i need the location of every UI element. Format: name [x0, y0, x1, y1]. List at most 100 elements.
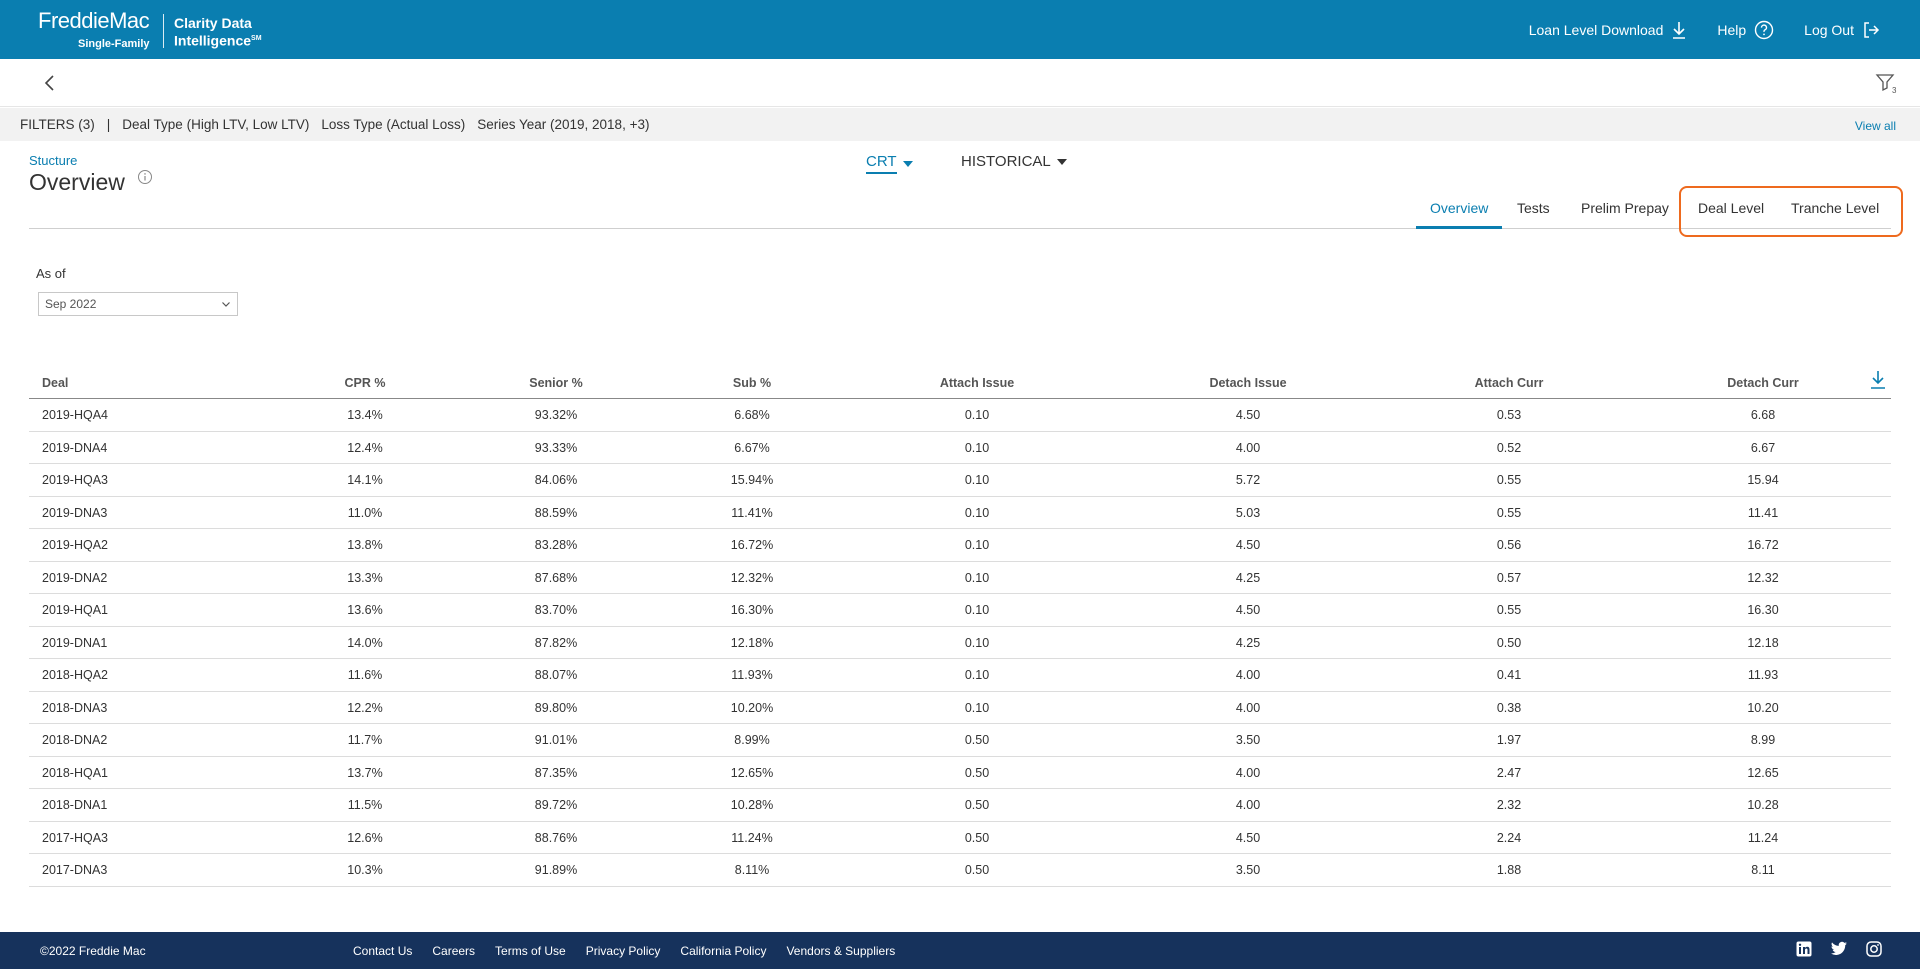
col-senior-cell: 88.07%: [534, 668, 578, 682]
col-attach-issue-header[interactable]: Attach Issue: [939, 376, 1015, 390]
table-download-icon[interactable]: [1869, 370, 1887, 390]
col-deal-cell: 2018-HQA1: [42, 765, 109, 780]
filters-count: FILTERS (3): [20, 117, 95, 132]
table-row[interactable]: 2019-DNA3 11.0% 88.59% 11.41% 0.10 5.03 0.55 11…: [29, 497, 1891, 529]
col-attach-issue-cell: 0.10: [964, 538, 990, 552]
table-row[interactable]: 2019-HQA3 14.1% 84.06% 15.94% 0.10 5.72 0.55 15…: [29, 464, 1891, 497]
freddie-mac-logo[interactable]: FreddieMac Single-Family: [38, 9, 158, 53]
col-sub-cell: 8.11%: [734, 863, 770, 877]
col-attach-issue-cell: 0.10: [964, 408, 990, 422]
col-attach-issue-cell: 0.50: [964, 798, 990, 812]
col-attach-issue-cell: 0.10: [964, 668, 990, 682]
col-senior-cell: 84.06%: [534, 473, 578, 487]
footer-link-vendors-suppliers[interactable]: Vendors & Suppliers: [786, 944, 896, 958]
col-deal-header[interactable]: Deal: [42, 376, 69, 390]
filter-icon[interactable]: 3: [1874, 71, 1898, 95]
col-attach-curr-cell: 0.52: [1496, 440, 1522, 455]
col-detach-curr-cell: 12.18: [1747, 635, 1779, 650]
tab-overview[interactable]: Overview: [1430, 200, 1489, 216]
tab-deal-level[interactable]: Deal Level: [1698, 200, 1765, 216]
col-senior-cell: 87.68%: [534, 570, 578, 585]
top-header: FreddieMac Single-Family Clarity Data In…: [0, 0, 1920, 59]
col-sub-cell: 6.67%: [734, 440, 770, 455]
col-deal-cell: 2019-HQA3: [42, 473, 109, 487]
table-row[interactable]: 2017-DNA3 10.3% 91.89% 8.11% 0.50 3.50 1.88 8.1…: [29, 854, 1891, 887]
col-sub-cell: 15.94%: [730, 473, 774, 487]
col-senior-cell: 88.76%: [534, 830, 578, 845]
col-detach-curr-cell: 11.93: [1747, 668, 1779, 682]
col-senior-cell: 93.32%: [534, 408, 578, 422]
col-detach-issue-cell: 5.72: [1235, 473, 1261, 487]
tabs-divider: [29, 228, 1891, 229]
footer-link-privacy-policy[interactable]: Privacy Policy: [585, 944, 661, 958]
back-icon[interactable]: [38, 71, 62, 95]
table-row[interactable]: 2019-HQA1 13.6% 83.70% 16.30% 0.10 4.50 0.55 16…: [29, 594, 1891, 627]
table-row[interactable]: 2018-DNA3 12.2% 89.80% 10.20% 0.10 4.00 0.38 10…: [29, 692, 1891, 724]
col-senior-cell: 91.89%: [534, 863, 578, 877]
col-senior-cell: 93.33%: [534, 440, 578, 455]
crt-selector[interactable]: CRT: [866, 153, 913, 174]
footer-link-california-policy[interactable]: California Policy: [680, 944, 767, 958]
tab-tranche-level[interactable]: Tranche Level: [1791, 200, 1880, 216]
table-row[interactable]: 2019-HQA4 13.4% 93.32% 6.68% 0.10 4.50 0.53 6.6…: [29, 399, 1891, 432]
filter-loss-type[interactable]: Loss Type (Actual Loss): [321, 117, 466, 132]
footer-link-careers[interactable]: Careers: [432, 944, 476, 958]
col-senior-header[interactable]: Senior %: [529, 376, 583, 390]
col-sub-cell: 6.68%: [734, 408, 770, 422]
help-button[interactable]: Help: [1717, 20, 1774, 40]
table-row[interactable]: 2018-HQA1 13.7% 87.35% 12.65% 0.50 4.00 2.47 12…: [29, 757, 1891, 789]
col-senior-cell: 91.01%: [534, 733, 578, 747]
tab-prelim-prepay[interactable]: Prelim Prepay: [1581, 200, 1669, 216]
col-detach-issue-header[interactable]: Detach Issue: [1209, 376, 1287, 390]
table-row[interactable]: 2019-DNA2 13.3% 87.68% 12.32% 0.10 4.25 0.57 12…: [29, 562, 1891, 594]
logout-button[interactable]: Log Out: [1804, 21, 1880, 39]
col-cpr-header[interactable]: CPR %: [344, 376, 386, 390]
col-attach-curr-cell: 0.55: [1496, 473, 1522, 487]
col-sub-cell: 12.32%: [730, 570, 774, 585]
view-all-filters-link[interactable]: View all: [1854, 119, 1896, 133]
col-attach-curr-cell: 2.32: [1496, 798, 1522, 812]
table-row[interactable]: 2019-HQA2 13.8% 83.28% 16.72% 0.10 4.50 0.56 16…: [29, 529, 1891, 562]
footer-link-contact-us[interactable]: Contact Us: [353, 944, 413, 958]
chevron-down-icon: [222, 302, 230, 307]
col-cpr-cell: 13.6%: [347, 603, 383, 617]
col-attach-curr-cell: 0.57: [1496, 570, 1522, 585]
col-deal-cell: 2017-DNA3: [42, 863, 108, 877]
col-sub-cell: 8.99%: [734, 733, 770, 747]
col-attach-issue-cell: 0.10: [964, 440, 990, 455]
table-row[interactable]: 2018-HQA2 11.6% 88.07% 11.93% 0.10 4.00 0.41 11…: [29, 659, 1891, 692]
linkedin-icon[interactable]: [1796, 941, 1812, 957]
app-name-line1: Clarity Data: [174, 15, 252, 31]
instagram-icon[interactable]: [1866, 941, 1882, 957]
table-row[interactable]: 2017-HQA3 12.6% 88.76% 11.24% 0.50 4.50 2.24 11…: [29, 822, 1891, 854]
col-attach-issue-cell: 0.50: [964, 830, 990, 845]
table-row[interactable]: 2019-DNA1 14.0% 87.82% 12.18% 0.10 4.25 0.50 12…: [29, 627, 1891, 659]
table-row[interactable]: 2018-DNA1 11.5% 89.72% 10.28% 0.50 4.00 2.32 10…: [29, 789, 1891, 822]
tab-tests[interactable]: Tests: [1517, 200, 1550, 216]
table-row[interactable]: 2019-DNA4 12.4% 93.33% 6.67% 0.10 4.00 0.52 6.6…: [29, 432, 1891, 464]
historical-selector[interactable]: HISTORICAL: [961, 153, 1067, 170]
loan-level-download-button[interactable]: Loan Level Download: [1529, 21, 1688, 39]
col-cpr-cell: 12.4%: [347, 440, 383, 455]
col-cpr-cell: 13.8%: [347, 538, 383, 552]
col-senior-cell: 87.35%: [534, 765, 578, 780]
col-detach-issue-cell: 4.50: [1235, 603, 1261, 617]
col-attach-curr-header[interactable]: Attach Curr: [1474, 376, 1544, 390]
col-detach-issue-cell: 4.00: [1235, 765, 1261, 780]
table-row[interactable]: 2018-DNA2 11.7% 91.01% 8.99% 0.50 3.50 1.97 8.9…: [29, 724, 1891, 757]
help-label: Help: [1717, 21, 1747, 38]
col-attach-curr-cell: 0.56: [1496, 538, 1522, 552]
copyright: ©2022 Freddie Mac: [40, 944, 146, 958]
info-icon[interactable]: [137, 169, 153, 185]
col-detach-curr-header[interactable]: Detach Curr: [1727, 376, 1799, 390]
as-of-select[interactable]: Sep 2022: [38, 292, 238, 316]
footer-link-terms-of-use[interactable]: Terms of Use: [495, 944, 566, 958]
filter-series-year[interactable]: Series Year (2019, 2018, +3): [477, 117, 650, 132]
filter-deal-type[interactable]: Deal Type (High LTV, Low LTV): [122, 117, 310, 132]
col-sub-cell: 10.20%: [730, 700, 774, 715]
app-name: Clarity Data IntelligenceSM: [174, 15, 262, 49]
col-sub-header[interactable]: Sub %: [732, 376, 772, 390]
twitter-icon[interactable]: [1830, 941, 1848, 957]
table-header: Deal CPR % Senior % Sub % Attach Issue Detach…: [29, 366, 1891, 399]
breadcrumb[interactable]: Stucture: [29, 153, 78, 168]
